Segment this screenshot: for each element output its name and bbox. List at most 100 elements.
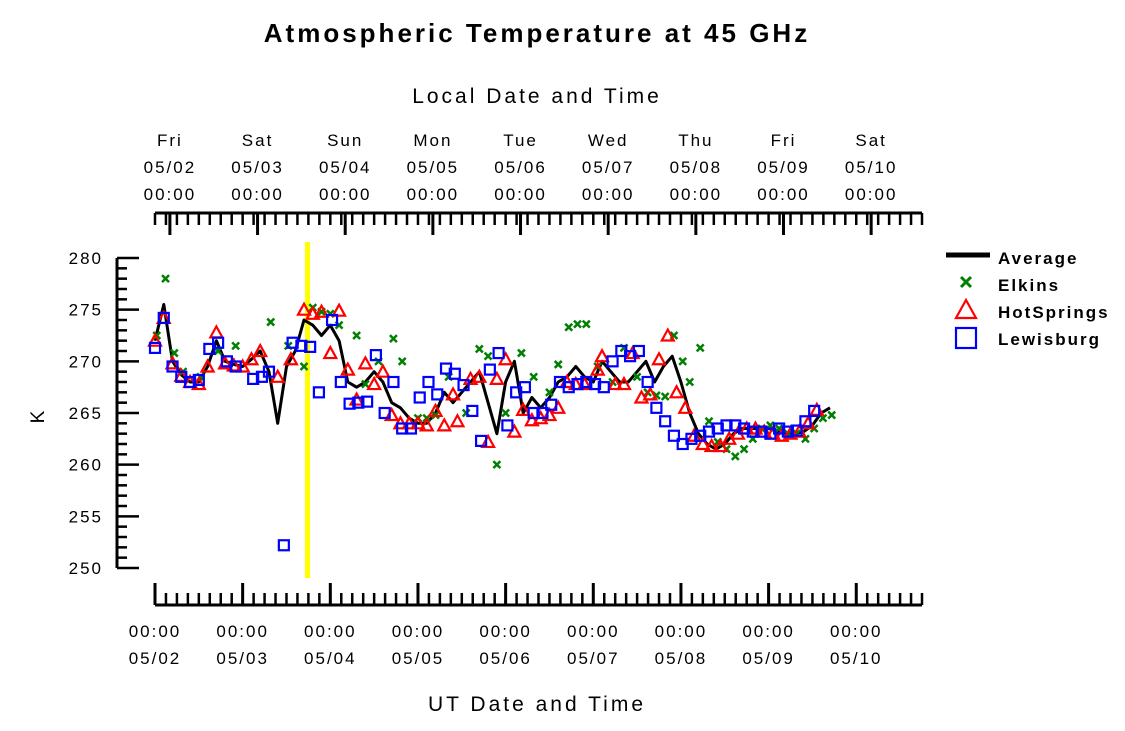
- elkins-point: [492, 460, 502, 470]
- lewisburg-point: [527, 406, 540, 420]
- hotsprings-point: [339, 361, 356, 376]
- top-tick-time: 00:00: [670, 185, 723, 204]
- lewisburg-point: [286, 336, 299, 349]
- lewisburg-point: [157, 311, 170, 325]
- legend-label-lewisburg: Lewisburg: [998, 330, 1101, 349]
- lewisburg-point: [183, 375, 197, 389]
- lewisburg-point: [808, 404, 821, 418]
- lewisburg-point: [536, 406, 549, 420]
- elkins-point: [573, 319, 582, 329]
- lewisburg-point: [571, 377, 584, 391]
- lewisburg-point: [466, 404, 479, 418]
- lewisburg-point: [369, 349, 382, 362]
- elkins-point: [231, 341, 241, 351]
- lewisburg-point: [580, 375, 593, 389]
- plot-area: [147, 242, 837, 578]
- top-tick-date: 05/08: [670, 158, 723, 177]
- top-tick-day: Sat: [242, 131, 274, 150]
- bottom-tick-date: 05/08: [655, 649, 708, 668]
- bottom-tick-date: 05/02: [129, 649, 182, 668]
- hotsprings-point: [668, 384, 685, 399]
- legend-hotsprings-swatch: [954, 297, 978, 320]
- lewisburg-point: [562, 381, 575, 394]
- hotsprings-point: [375, 363, 391, 378]
- legend-label-elkins: Elkins: [998, 276, 1060, 295]
- top-tick-date: 05/02: [144, 158, 197, 177]
- top-tick-time: 00:00: [757, 185, 810, 204]
- hotsprings-point: [296, 301, 312, 316]
- bottom-tick-time: 00:00: [742, 622, 795, 641]
- top-tick-date: 05/09: [757, 158, 810, 177]
- hotsprings-point: [357, 355, 374, 370]
- legend: Average Elkins HotSprings Lewisburg: [946, 249, 1108, 350]
- y-tick-label: 260: [69, 456, 103, 475]
- elkins-point: [695, 343, 705, 353]
- lewisburg-point: [781, 425, 794, 438]
- top-tick-time: 00:00: [582, 185, 635, 204]
- top-tick-date: 05/07: [582, 158, 635, 177]
- top-tick-date: 05/03: [231, 158, 284, 177]
- y-tick-label: 270: [69, 352, 103, 371]
- elkins-point: [501, 408, 511, 418]
- elkins-point: [545, 387, 554, 397]
- top-tick-date: 05/10: [845, 158, 898, 177]
- lewisburg-point: [518, 381, 532, 394]
- lewisburg-point: [422, 375, 435, 389]
- y-axis-label: K: [28, 410, 49, 423]
- hotsprings-point: [695, 435, 711, 451]
- hotsprings-point: [703, 437, 720, 453]
- lewisburg-point: [737, 422, 751, 435]
- hotsprings-point: [418, 417, 435, 432]
- elkins-point: [632, 372, 642, 382]
- lewisburg-point: [790, 424, 803, 437]
- bottom-tick-date: 05/07: [567, 649, 620, 668]
- top-tick-time: 00:00: [407, 185, 460, 204]
- series-lewisburg: [148, 311, 821, 552]
- lewisburg-point: [641, 375, 654, 389]
- lewisburg-point: [378, 406, 391, 420]
- y-tick-label: 265: [69, 404, 103, 423]
- hotsprings-point: [659, 327, 676, 342]
- top-tick-day: Wed: [588, 131, 629, 150]
- elkins-point: [553, 360, 563, 369]
- elkins-point: [397, 356, 407, 366]
- lewisburg-point: [203, 342, 216, 356]
- top-tick-time: 00:00: [144, 185, 197, 204]
- hotsprings-point: [449, 412, 466, 428]
- lewisburg-point: [448, 367, 461, 380]
- top-tick-time: 00:00: [845, 185, 898, 204]
- elkins-point: [299, 362, 309, 371]
- lewisburg-point: [212, 336, 225, 349]
- lewisburg-point: [659, 415, 672, 428]
- bottom-tick-time: 00:00: [216, 622, 269, 641]
- top-tick-time: 00:00: [494, 185, 547, 204]
- lewisburg-point: [229, 360, 242, 373]
- elkins-point: [483, 351, 493, 361]
- bottom-tick-date: 05/09: [742, 649, 795, 668]
- elkins-point: [685, 377, 695, 387]
- bottom-tick-date: 05/06: [479, 649, 532, 668]
- elkins-point: [581, 319, 591, 329]
- hotsprings-point: [524, 411, 540, 427]
- hotsprings-point: [164, 355, 181, 370]
- lewisburg-point: [474, 434, 488, 447]
- lewisburg-point: [667, 429, 681, 442]
- hotsprings-point: [607, 375, 624, 391]
- average-line: [153, 303, 831, 451]
- hotsprings-point: [594, 347, 610, 363]
- lewisburg-point: [720, 419, 733, 432]
- elkins-point: [529, 372, 539, 382]
- top-tick-day: Fri: [771, 131, 797, 150]
- lewisburg-point: [343, 397, 356, 410]
- lewisburg-point: [457, 379, 470, 392]
- lewisburg-point: [545, 398, 558, 411]
- hotsprings-point: [642, 386, 659, 401]
- hotsprings-point: [322, 344, 339, 360]
- bottom-tick-date: 05/10: [830, 649, 883, 668]
- elkins-point: [517, 348, 526, 358]
- y-tick-label: 250: [69, 559, 103, 578]
- hotsprings-point: [471, 368, 488, 383]
- axes: 250 255 260 265 270 275 280 Fri 05/02 00:00 Sat 05/…: [69, 131, 924, 668]
- lewisburg-point: [295, 339, 308, 352]
- hotsprings-point: [243, 350, 260, 366]
